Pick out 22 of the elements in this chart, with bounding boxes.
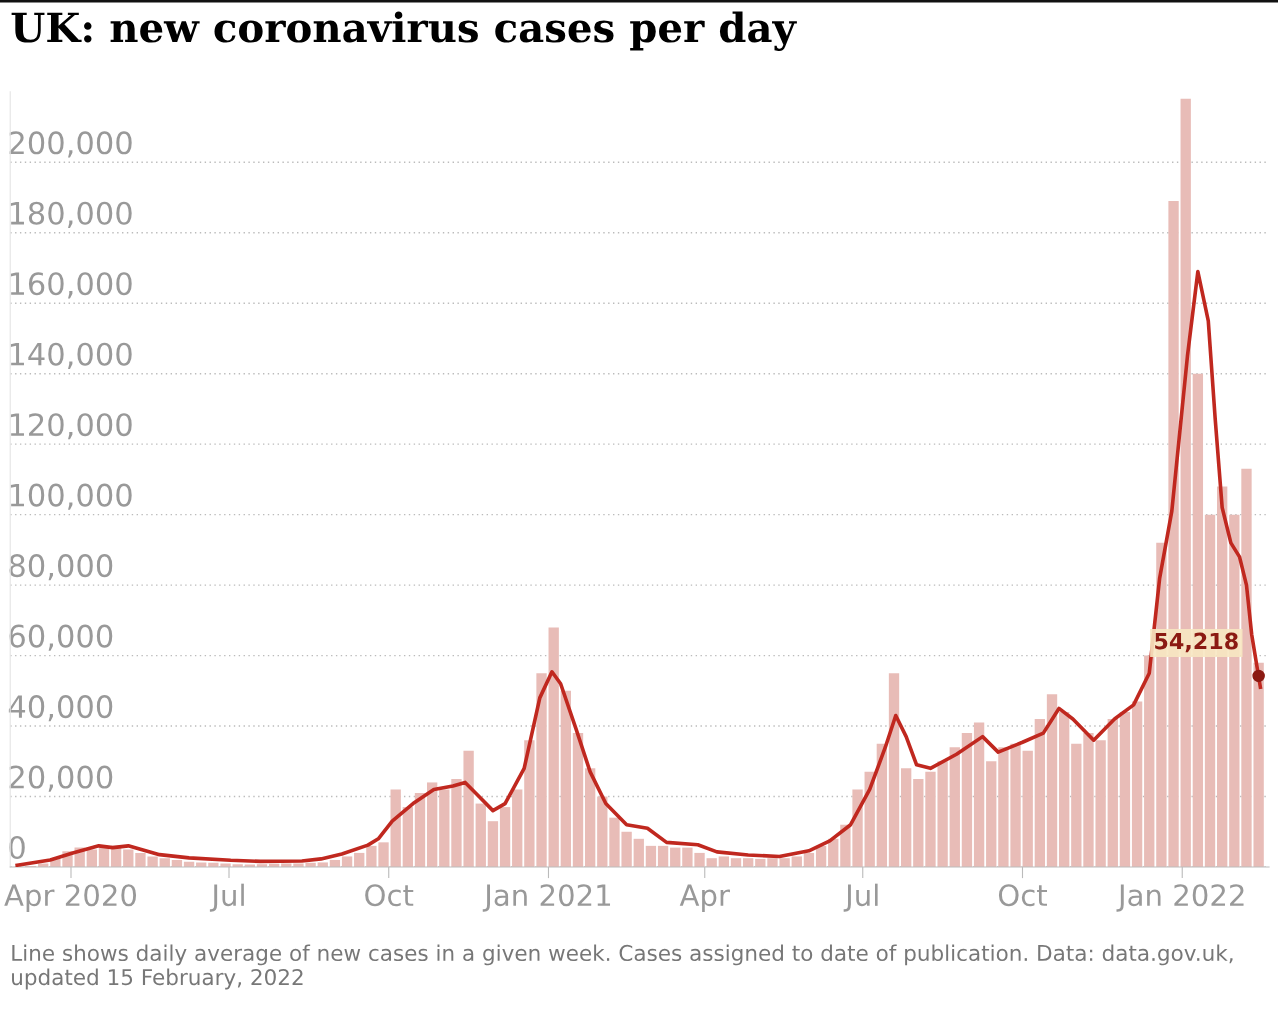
y-tick-label: 40,000	[8, 695, 113, 722]
x-tick-label: Jan 2022	[1116, 884, 1244, 912]
y-tick-label: 20,000	[9, 765, 113, 792]
y-tick-label: 120,000	[10, 413, 132, 440]
y-tick-label: 60,000	[9, 624, 113, 651]
y-tick-label: 200,000	[9, 131, 132, 158]
x-tick-label: Oct	[365, 884, 414, 907]
y-tick-label: 80,000	[9, 554, 113, 581]
y-tick-label: 100,000	[10, 483, 132, 510]
x-tick-label: Jul	[209, 883, 244, 912]
chart-title: UK: new coronavirus cases per day	[11, 11, 797, 51]
y-tick-label: 180,000	[10, 201, 132, 228]
y-tick-label: 140,000	[10, 342, 132, 369]
x-tick-label: Apr	[679, 884, 730, 912]
x-tick-label: Jul	[843, 883, 878, 912]
x-tick-label: Apr 2020	[4, 884, 137, 912]
y-tick-label: 160,000	[10, 272, 132, 299]
x-tick-label: Oct	[998, 884, 1048, 907]
annotation: 54,218	[1155, 632, 1238, 653]
y-tick-label: 0	[9, 835, 25, 860]
text: Line shows daily average of new cases in a given week. Cases assigned to date of publication. Data: data.gov.uk, updated 15 February, 2022	[12, 944, 1233, 990]
x-tick-label: Jan 2021	[482, 884, 611, 912]
